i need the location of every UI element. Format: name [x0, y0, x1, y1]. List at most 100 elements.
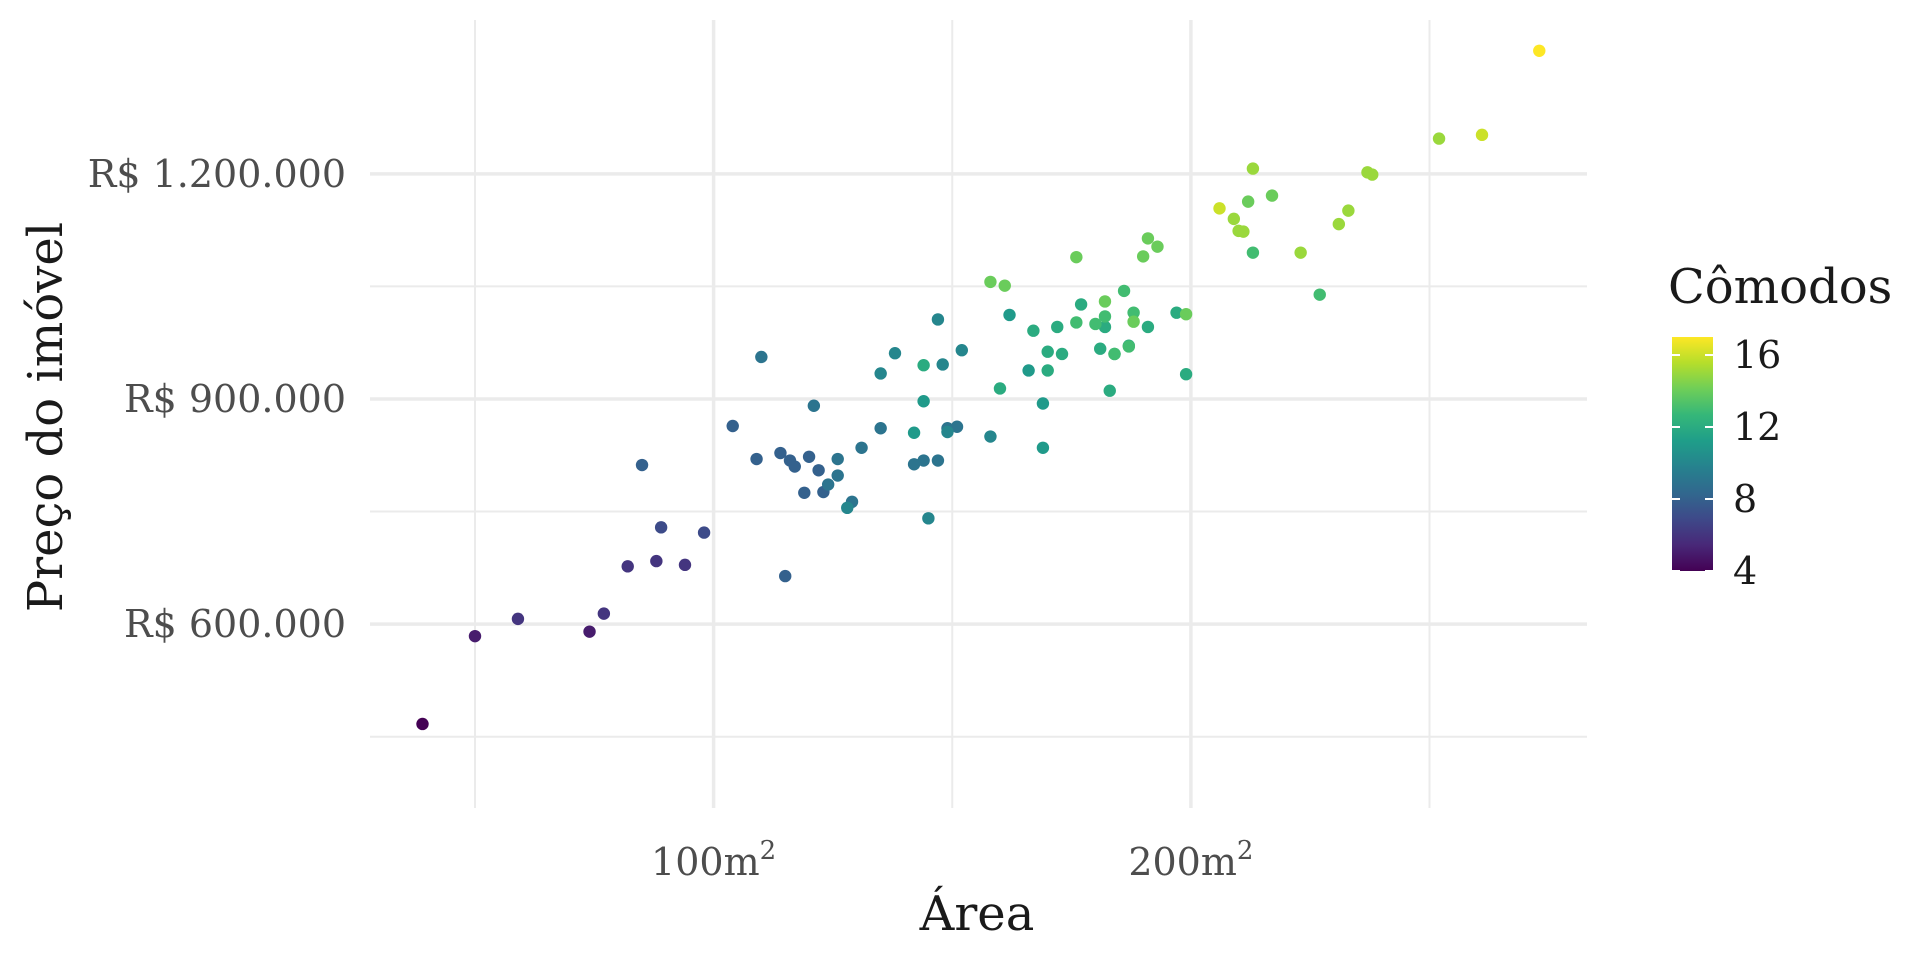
- data-point: [984, 430, 997, 443]
- data-point: [955, 344, 968, 357]
- data-point: [1127, 306, 1140, 319]
- y-axis-title: Preço do imóvel: [18, 222, 74, 612]
- data-point: [1036, 397, 1050, 410]
- data-point: [931, 313, 945, 326]
- data-point: [874, 367, 887, 380]
- data-point: [1227, 212, 1241, 226]
- data-point: [1089, 317, 1102, 331]
- data-point: [597, 607, 611, 620]
- data-point: [750, 452, 763, 466]
- x-tick-label: 100m2: [651, 836, 776, 884]
- legend-ticks: 4 8 12 16: [1672, 333, 1781, 593]
- data-point: [998, 279, 1011, 292]
- data-point: [1051, 320, 1064, 334]
- legend-tick-label: 12: [1733, 405, 1781, 449]
- data-point: [821, 478, 835, 491]
- x-tick-label: 200m2: [1128, 836, 1253, 884]
- legend-tick-label: 4: [1733, 549, 1757, 593]
- data-point: [1265, 189, 1279, 202]
- legend-colorbar: [1672, 337, 1713, 571]
- data-point: [774, 446, 787, 460]
- data-point: [1055, 347, 1069, 361]
- data-point: [1094, 342, 1107, 355]
- data-point: [468, 629, 482, 643]
- data-point: [1151, 240, 1164, 253]
- data-point: [1141, 232, 1155, 245]
- data-point: [874, 422, 887, 435]
- data-point: [917, 359, 930, 372]
- data-point: [917, 395, 930, 408]
- data-point: [654, 521, 668, 534]
- legend-tick-label: 16: [1733, 333, 1781, 377]
- data-point: [941, 425, 954, 439]
- data-point: [678, 558, 692, 572]
- data-point: [1117, 284, 1131, 298]
- data-point: [1036, 441, 1050, 454]
- y-tick-label: R$ 600.000: [124, 602, 346, 646]
- data-point: [831, 452, 844, 466]
- data-point: [907, 426, 921, 439]
- y-tick-label: R$ 900.000: [124, 377, 346, 421]
- data-point: [1313, 288, 1326, 301]
- data-point: [1179, 368, 1193, 381]
- data-point: [984, 275, 997, 289]
- data-point: [1342, 204, 1355, 217]
- data-point: [1432, 132, 1446, 145]
- data-point: [1108, 347, 1121, 361]
- data-point: [1098, 320, 1112, 334]
- data-point: [726, 419, 739, 433]
- data-point: [888, 347, 902, 360]
- color-legend: Cômodos 4 8 12 16: [1668, 259, 1892, 593]
- y-tick-label: R$ 1.200.000: [88, 152, 346, 196]
- data-point: [1041, 345, 1054, 358]
- legend-title: Cômodos: [1668, 259, 1892, 315]
- data-point: [907, 458, 921, 471]
- data-point: [635, 458, 649, 472]
- data-point: [788, 460, 801, 473]
- data-points: [416, 44, 1546, 731]
- data-point: [917, 454, 930, 467]
- data-point: [1136, 250, 1150, 263]
- data-point: [993, 382, 1007, 395]
- data-point: [812, 464, 825, 477]
- data-point: [1179, 307, 1193, 321]
- data-point: [841, 501, 854, 515]
- data-point: [831, 469, 844, 482]
- data-point: [1074, 298, 1088, 311]
- data-point: [1294, 246, 1307, 259]
- data-point: [807, 399, 821, 412]
- data-point: [779, 569, 792, 583]
- data-point: [1366, 168, 1379, 181]
- data-point: [1003, 308, 1016, 322]
- data-point: [650, 554, 663, 568]
- data-point: [1246, 162, 1260, 175]
- data-point: [621, 560, 634, 573]
- data-point: [798, 486, 811, 499]
- data-point: [1241, 195, 1255, 208]
- data-point: [583, 625, 596, 638]
- data-point: [1246, 246, 1260, 259]
- data-point: [697, 526, 711, 539]
- x-axis-title: Área: [919, 885, 1035, 942]
- data-point: [1533, 44, 1546, 57]
- data-point: [1022, 364, 1035, 377]
- data-point: [1041, 364, 1054, 377]
- data-point: [1213, 202, 1226, 215]
- data-point: [1127, 315, 1140, 328]
- data-point: [1098, 295, 1112, 308]
- data-point: [1237, 225, 1250, 238]
- data-point: [1122, 340, 1136, 353]
- data-point: [855, 441, 868, 454]
- data-point: [1070, 316, 1083, 329]
- data-point: [1070, 250, 1083, 264]
- data-point: [931, 454, 945, 467]
- grid-lines: [370, 20, 1587, 808]
- data-point: [511, 612, 525, 626]
- data-point: [1170, 306, 1183, 319]
- data-point: [755, 350, 768, 364]
- x-axis-ticks: 100m2 200m2: [651, 836, 1253, 884]
- data-point: [1098, 310, 1112, 323]
- data-point: [416, 717, 429, 731]
- data-point: [1141, 320, 1155, 334]
- y-axis-ticks: R$ 600.000 R$ 900.000 R$ 1.200.000: [88, 152, 346, 646]
